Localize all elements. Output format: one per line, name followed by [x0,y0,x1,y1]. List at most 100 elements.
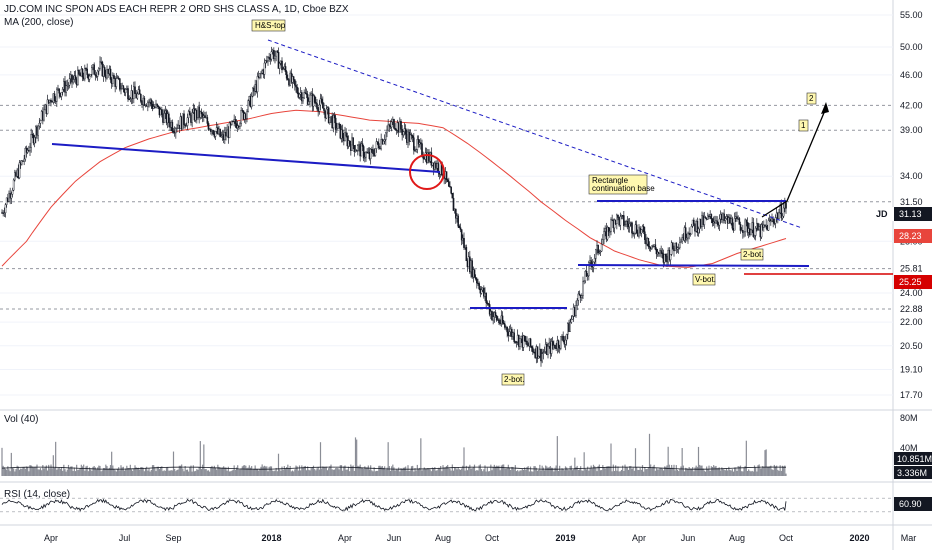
rectangle-label: Rectangle [592,176,629,185]
resistance-trendline-dashed[interactable] [267,39,803,229]
breakdown-circle[interactable] [409,154,445,190]
volume-bar [70,466,72,476]
volume-bar [353,470,355,476]
time-tick-label: Oct [485,533,500,543]
volume-bar [98,465,100,476]
time-tick-label: Jul [119,533,131,543]
volume-bar [542,467,544,476]
volume-bar [680,466,682,476]
volume-bar [102,467,105,476]
candle [603,227,605,245]
candle-body [96,70,99,77]
candle-body [37,125,39,136]
candle [50,98,52,107]
candle [411,134,414,143]
projection-arrow[interactable] [761,107,827,218]
volume-bar [18,469,21,476]
volume-bar [129,464,131,476]
candle-body [191,112,193,123]
volume-bar [99,465,101,476]
volume-bar [181,464,183,476]
candle-body [644,231,646,240]
volume-bar [323,467,325,476]
candle-body [595,249,597,259]
volume-bar [240,468,242,476]
volume-bar [731,469,733,476]
volume-bar [22,467,24,476]
volume-bar [459,469,462,476]
volume-bar [139,469,141,476]
neckline-trendline[interactable] [51,143,441,173]
candle-body [569,322,571,332]
candle [519,338,521,350]
candle [78,69,80,76]
volume-bar [135,467,137,476]
candle-body [43,109,45,121]
candle-body [296,86,298,93]
volume-bar [478,465,480,476]
volume-bar [517,470,519,476]
candle [665,253,667,262]
volume-bar [696,466,698,476]
volume-bar [190,465,192,476]
volume-bar [658,469,660,476]
volume-bar [498,465,500,476]
candle [281,57,283,74]
volume-bar [130,469,133,476]
candle-body [38,122,41,127]
rsi-legend: RSI (14, close) [4,489,70,500]
volume-bar [773,464,775,476]
volume-bar [699,464,701,476]
volume-bar [743,467,745,476]
rectangle-bottom-line[interactable] [577,264,810,267]
volume-bar [679,469,681,476]
candle-body [94,74,97,76]
volume-bar [391,466,393,476]
volume-bar [511,466,513,476]
volume-bar [303,466,305,476]
volume-bar [527,466,529,476]
volume-bar [660,468,662,476]
candle-body [117,77,120,79]
candle [113,73,115,80]
volume-last-badge: 3.336M [897,468,927,478]
candle-body [519,338,521,347]
candle-body [744,219,746,232]
candle [522,334,525,352]
candle-body [404,128,407,135]
candle-body [10,193,13,199]
volume-bar [374,471,376,476]
volume-bar [562,469,564,476]
volume-bar [703,470,705,476]
volume-bar [763,466,765,476]
volume-bar [686,468,688,476]
candle [550,338,553,357]
candle-body [375,141,378,149]
time-axis[interactable]: Apr Jul Sep 2018 Apr Jun Aug Oct 2019 Apr Jun Aug Oc… [44,533,916,543]
volume-bar [373,467,375,476]
volume-bar [349,471,351,476]
time-tick-label: Aug [435,533,451,543]
volume-bar [615,465,617,476]
drawings-layer[interactable] [51,39,893,309]
candle [336,122,338,134]
candle [273,47,275,62]
volume-bar [574,457,576,476]
volume-bar [659,468,661,476]
candle-body [476,278,478,284]
candle [91,64,93,78]
candle [71,74,73,89]
candle-body [495,315,498,321]
volume-bar [56,469,58,476]
candle-body [336,128,338,130]
volume-bar [493,464,495,476]
candle-body [250,95,253,108]
volume-bar [613,471,616,476]
volume-bar [143,471,145,476]
volume-bar [256,469,259,476]
rectangle-label-box [588,174,648,195]
volume-bar [118,467,120,476]
volume-bar [704,471,707,476]
